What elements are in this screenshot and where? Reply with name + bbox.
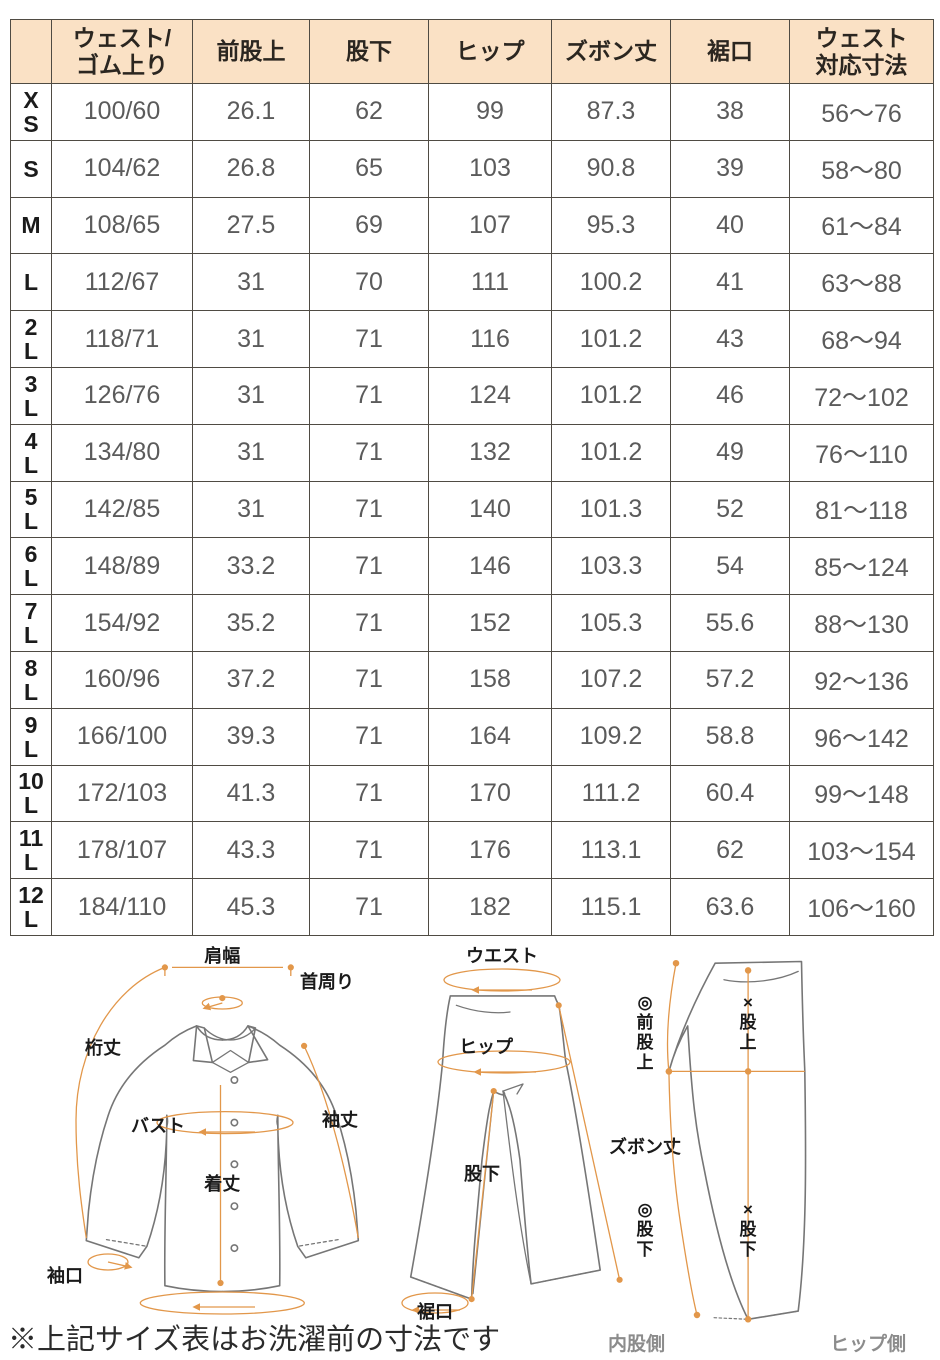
- svg-text:肩幅: 肩幅: [204, 945, 240, 966]
- svg-text:袖丈: 袖丈: [322, 1109, 358, 1130]
- svg-text:桁丈: 桁丈: [85, 1037, 121, 1058]
- svg-text:×: ×: [743, 993, 753, 1012]
- svg-text:ヒップ: ヒップ: [459, 1036, 514, 1057]
- svg-text:前: 前: [637, 1012, 654, 1032]
- svg-text:◎: ◎: [638, 993, 653, 1012]
- svg-text:※上記サイズ表はお洗濯前の寸法です: ※上記サイズ表はお洗濯前の寸法です: [8, 1323, 500, 1356]
- svg-text:袖口: 袖口: [47, 1265, 83, 1286]
- svg-text:ズボン丈: ズボン丈: [609, 1136, 681, 1157]
- svg-text:×: ×: [743, 1200, 753, 1219]
- svg-text:◎: ◎: [638, 1200, 653, 1219]
- svg-text:股下: 股下: [463, 1164, 500, 1184]
- svg-text:股: 股: [637, 1033, 654, 1052]
- svg-text:上: 上: [637, 1053, 654, 1072]
- svg-text:裾口: 裾口: [417, 1301, 453, 1322]
- svg-text:下: 下: [637, 1240, 654, 1259]
- svg-text:股: 股: [740, 1220, 757, 1239]
- svg-text:上: 上: [740, 1033, 757, 1052]
- svg-text:首周り: 首周り: [300, 971, 354, 992]
- svg-text:股: 股: [637, 1220, 654, 1239]
- svg-text:股: 股: [740, 1013, 757, 1032]
- svg-text:下: 下: [740, 1240, 757, 1259]
- svg-text:バスト: バスト: [131, 1116, 185, 1136]
- svg-text:ウエスト: ウエスト: [466, 946, 538, 966]
- svg-text:着丈: 着丈: [203, 1173, 240, 1194]
- svg-text:ヒップ側: ヒップ側: [830, 1332, 906, 1355]
- svg-text:内股側: 内股側: [608, 1332, 665, 1355]
